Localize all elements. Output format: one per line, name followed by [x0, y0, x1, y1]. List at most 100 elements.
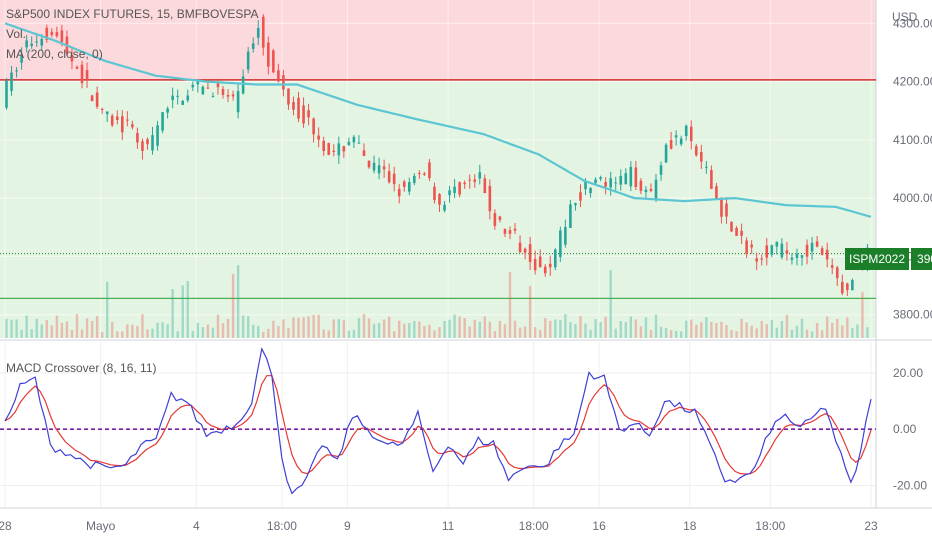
- time-tick-label: 18: [683, 519, 697, 533]
- candle-body: [156, 125, 159, 146]
- candle-body: [146, 139, 149, 145]
- volume-bar: [846, 317, 849, 338]
- candle-body: [725, 203, 728, 217]
- volume-bar: [398, 320, 401, 338]
- macd-tick-label: 0.00: [893, 422, 917, 436]
- candle-body: [433, 186, 436, 201]
- volume-bar: [785, 314, 789, 338]
- volume-bar: [367, 318, 371, 338]
- volume-bar: [569, 322, 572, 338]
- volume-bar: [851, 327, 854, 338]
- volume-bar: [30, 329, 33, 338]
- candle-body: [136, 133, 139, 143]
- badge-symbol: ISPM2022: [845, 248, 910, 270]
- signal-line: [4, 374, 872, 475]
- candle-body: [559, 230, 562, 258]
- candle-body: [45, 27, 49, 40]
- volume-bar: [176, 331, 179, 338]
- volume-bar: [831, 322, 834, 338]
- time-tick-label: 18:00: [519, 519, 549, 533]
- volume-bar: [272, 320, 275, 338]
- volume-bar: [685, 320, 688, 338]
- macd-panel: [0, 346, 876, 495]
- candle-body: [569, 204, 572, 228]
- time-tick-label: 28: [0, 519, 12, 533]
- candle-body: [337, 143, 341, 156]
- candle-body: [705, 166, 708, 168]
- candle-body: [387, 171, 391, 183]
- volume-bar: [740, 318, 743, 338]
- volume-bar: [408, 323, 411, 338]
- candle-body: [357, 142, 361, 144]
- candle-body: [750, 244, 753, 248]
- candle-body: [800, 255, 804, 258]
- volume-bar: [131, 324, 134, 338]
- badge-price: 3904.75: [911, 248, 932, 270]
- volume-bar: [332, 319, 335, 338]
- volume-bar: [45, 320, 48, 338]
- candle-body: [267, 42, 270, 67]
- volume-bar: [730, 330, 733, 338]
- volume-bar: [458, 316, 461, 338]
- candle-body: [468, 179, 472, 181]
- volume-bar: [322, 329, 325, 338]
- volume-bar: [483, 316, 487, 338]
- candle-body: [579, 192, 582, 201]
- volume-bar: [387, 316, 391, 338]
- price-tick-label: 4000.00: [893, 191, 932, 205]
- candle-body: [413, 175, 416, 183]
- candle-body: [815, 241, 819, 247]
- volume-bar: [523, 326, 527, 338]
- volume-bar: [75, 314, 79, 338]
- candle-body: [282, 75, 285, 90]
- price-badge[interactable]: ISPM2022 3904.75: [845, 248, 932, 270]
- candle-body: [614, 182, 618, 184]
- volume-bar: [700, 322, 703, 338]
- candle-body: [780, 243, 784, 258]
- candle-body: [730, 221, 733, 232]
- candle-body: [564, 226, 567, 245]
- volume-bar: [362, 314, 366, 338]
- candle-body: [20, 55, 23, 63]
- volume-bar: [282, 319, 285, 338]
- volume-bar: [770, 320, 774, 338]
- candle-body: [392, 173, 396, 185]
- candle-body: [397, 188, 401, 197]
- volume-bar: [780, 320, 784, 338]
- candle-body: [574, 203, 577, 206]
- candle-body: [820, 248, 824, 255]
- volume-bar: [181, 285, 184, 338]
- macd-line: [4, 346, 872, 495]
- candle-body: [589, 187, 592, 194]
- candle-body: [100, 108, 104, 110]
- candle-body: [171, 95, 174, 101]
- volume-bar: [619, 320, 622, 338]
- candle-body: [710, 170, 713, 189]
- candle-body: [418, 172, 421, 174]
- candle-body: [654, 179, 658, 201]
- candle-body: [538, 256, 542, 268]
- time-tick-label: 11: [442, 519, 455, 533]
- volume-bar: [629, 316, 633, 338]
- candle-body: [15, 70, 18, 72]
- candle-body: [488, 185, 492, 212]
- candle-body: [669, 140, 673, 149]
- volume-bar: [800, 318, 804, 338]
- volume-bar: [765, 324, 768, 338]
- candle-body: [121, 116, 124, 133]
- time-tick-label: 18:00: [267, 519, 297, 533]
- volume-bar: [428, 324, 431, 338]
- volume-bar: [649, 329, 653, 338]
- candle-body: [584, 180, 587, 190]
- candle-body: [528, 244, 532, 262]
- volume-bar: [664, 328, 668, 338]
- volume-bar: [252, 324, 255, 338]
- volume-bar: [604, 316, 607, 338]
- candle-body: [755, 258, 758, 262]
- macd-tick-label: 20.00: [893, 366, 923, 380]
- volume-bar: [549, 320, 552, 338]
- candle-body: [307, 110, 310, 118]
- candle-body: [367, 160, 371, 168]
- macd-tick-label: -20.00: [893, 478, 927, 492]
- candle-body: [795, 253, 799, 259]
